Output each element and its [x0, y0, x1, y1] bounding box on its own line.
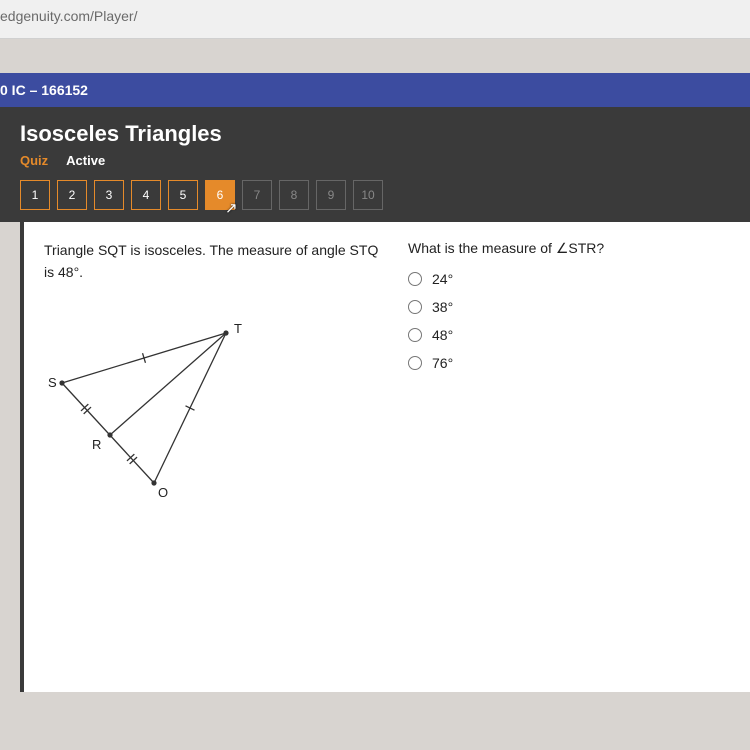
triangle-diagram: S T Q R: [44, 297, 384, 502]
svg-text:Q: Q: [158, 485, 168, 497]
svg-text:T: T: [234, 321, 242, 336]
question-nav-8: 8: [279, 180, 309, 210]
diagram-svg: S T Q R: [44, 297, 284, 497]
question-nav-9: 9: [316, 180, 346, 210]
option-3[interactable]: 48°: [408, 327, 730, 343]
radio-icon[interactable]: [408, 328, 422, 342]
course-code: 0 IC – 166152: [0, 82, 88, 98]
url-text: edgenuity.com/Player/: [0, 8, 137, 24]
question-content: Triangle SQT is isosceles. The measure o…: [20, 222, 750, 692]
svg-text:S: S: [48, 375, 57, 390]
svg-text:R: R: [92, 437, 101, 452]
question-nav-6[interactable]: 6↖: [205, 180, 235, 210]
radio-icon[interactable]: [408, 356, 422, 370]
radio-icon[interactable]: [408, 300, 422, 314]
question-nav-4[interactable]: 4: [131, 180, 161, 210]
answer-options: 24° 38° 48° 76°: [408, 271, 730, 371]
question-stem: Triangle SQT is isosceles. The measure o…: [44, 240, 384, 283]
desktop-gap: [0, 39, 750, 73]
option-1[interactable]: 24°: [408, 271, 730, 287]
lesson-title: Isosceles Triangles: [20, 121, 750, 147]
question-nav-7: 7: [242, 180, 272, 210]
question-nav-10: 10: [353, 180, 383, 210]
radio-icon[interactable]: [408, 272, 422, 286]
tab-active[interactable]: Active: [66, 153, 105, 168]
question-nav: 123456↖78910: [20, 180, 750, 210]
option-label: 48°: [432, 327, 453, 343]
option-label: 38°: [432, 299, 453, 315]
option-label: 24°: [432, 271, 453, 287]
lesson-header: Isosceles Triangles Quiz Active 123456↖7…: [0, 107, 750, 222]
answer-prompt: What is the measure of ∠STR?: [408, 240, 730, 257]
tab-quiz[interactable]: Quiz: [20, 153, 48, 168]
lesson-subnav: Quiz Active: [20, 153, 750, 168]
cursor-icon: ↖: [225, 199, 238, 217]
question-nav-1[interactable]: 1: [20, 180, 50, 210]
question-nav-3[interactable]: 3: [94, 180, 124, 210]
question-nav-5[interactable]: 5: [168, 180, 198, 210]
option-4[interactable]: 76°: [408, 355, 730, 371]
course-info-bar: 0 IC – 166152: [0, 73, 750, 107]
option-label: 76°: [432, 355, 453, 371]
question-nav-2[interactable]: 2: [57, 180, 87, 210]
option-2[interactable]: 38°: [408, 299, 730, 315]
browser-url-bar[interactable]: edgenuity.com/Player/: [0, 0, 750, 39]
